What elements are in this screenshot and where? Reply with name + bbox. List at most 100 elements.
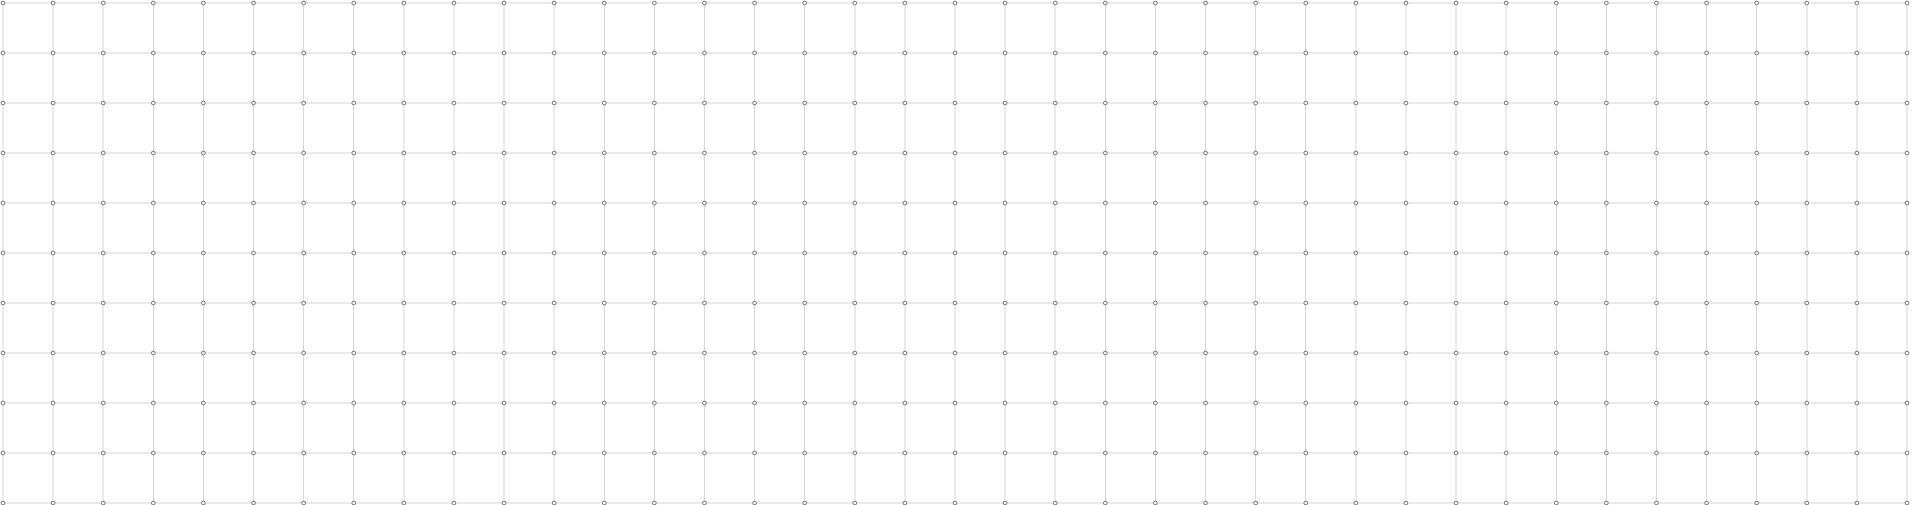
grid-node[interactable] [1353,350,1359,356]
grid-node[interactable] [251,500,256,505]
grid-node[interactable] [1103,300,1108,306]
grid-node[interactable] [1103,150,1108,156]
grid-node[interactable] [902,0,908,6]
grid-node[interactable] [100,100,106,106]
grid-node[interactable] [1553,300,1559,306]
grid-node[interactable] [551,250,557,256]
grid-node[interactable] [802,350,807,356]
grid-node[interactable] [1253,0,1258,6]
grid-node[interactable] [1804,50,1810,56]
grid-node[interactable] [1002,350,1008,356]
grid-node[interactable] [100,150,106,156]
grid-node[interactable] [201,450,206,456]
grid-node[interactable] [1103,50,1108,56]
grid-node[interactable] [1403,300,1409,306]
grid-node[interactable] [752,250,757,256]
grid-node[interactable] [1604,100,1609,106]
grid-node[interactable] [1353,400,1359,406]
grid-node[interactable] [1553,350,1559,356]
grid-node[interactable] [1103,250,1108,256]
grid-node[interactable] [1553,0,1559,6]
grid-node[interactable] [601,200,607,206]
grid-node[interactable] [1403,50,1409,56]
grid-node[interactable] [1854,350,1860,356]
grid-node[interactable] [1203,350,1208,356]
grid-node[interactable] [201,50,206,56]
grid-node[interactable] [852,400,858,406]
grid-node[interactable] [1303,250,1309,256]
grid-node[interactable] [752,50,757,56]
grid-node[interactable] [1052,350,1058,356]
grid-node[interactable] [601,300,607,306]
grid-node[interactable] [1553,50,1559,56]
grid-node[interactable] [1854,500,1860,505]
grid-node[interactable] [1503,250,1509,256]
grid-node[interactable] [1704,450,1709,456]
grid-node[interactable] [902,450,908,456]
grid-node[interactable] [1052,300,1058,306]
grid-node[interactable] [601,150,607,156]
grid-node[interactable] [952,300,958,306]
grid-node[interactable] [251,250,256,256]
grid-node[interactable] [1303,400,1309,406]
grid-node[interactable] [1854,50,1860,56]
grid-node[interactable] [50,100,56,106]
grid-node[interactable] [652,350,657,356]
grid-node[interactable] [852,450,858,456]
grid-node[interactable] [1503,350,1509,356]
grid-node[interactable] [1503,100,1509,106]
grid-node[interactable] [1253,150,1258,156]
grid-node[interactable] [1403,100,1409,106]
grid-node[interactable] [1904,250,1910,256]
grid-node[interactable] [1704,0,1709,6]
grid-node[interactable] [1253,450,1258,456]
grid-node[interactable] [1804,250,1810,256]
grid-node[interactable] [1804,400,1810,406]
grid-node[interactable] [401,200,407,206]
grid-node[interactable] [702,0,707,6]
grid-node[interactable] [1453,50,1459,56]
grid-node[interactable] [902,400,908,406]
grid-node[interactable] [952,50,958,56]
grid-node[interactable] [902,350,908,356]
grid-node[interactable] [1253,350,1258,356]
grid-node[interactable] [1153,100,1158,106]
grid-node[interactable] [301,350,306,356]
grid-node[interactable] [251,300,256,306]
grid-node[interactable] [1704,50,1709,56]
grid-node[interactable] [802,500,807,505]
grid-node[interactable] [1052,200,1058,206]
grid-node[interactable] [1103,500,1108,505]
grid-node[interactable] [902,250,908,256]
grid-node[interactable] [952,400,958,406]
grid-node[interactable] [852,500,858,505]
grid-node[interactable] [1203,100,1208,106]
grid-node[interactable] [1253,400,1258,406]
grid-node[interactable] [301,450,306,456]
grid-node[interactable] [151,250,156,256]
grid-node[interactable] [251,200,256,206]
grid-node[interactable] [351,200,357,206]
grid-node[interactable] [1904,300,1910,306]
grid-node[interactable] [50,0,56,6]
grid-node[interactable] [1754,0,1759,6]
grid-node[interactable] [652,50,657,56]
grid-node[interactable] [1804,300,1810,306]
grid-node[interactable] [702,50,707,56]
grid-node[interactable] [802,0,807,6]
grid-node[interactable] [1904,150,1910,156]
grid-node[interactable] [1654,200,1659,206]
grid-node[interactable] [251,350,256,356]
grid-node[interactable] [702,350,707,356]
grid-node[interactable] [401,450,407,456]
grid-node[interactable] [802,100,807,106]
grid-node[interactable] [0,50,6,56]
grid-node[interactable] [1553,500,1559,505]
grid-node[interactable] [50,150,56,156]
grid-node[interactable] [501,450,507,456]
grid-node[interactable] [1854,450,1860,456]
grid-node[interactable] [1854,150,1860,156]
grid-node[interactable] [1453,400,1459,406]
grid-node[interactable] [1604,150,1609,156]
